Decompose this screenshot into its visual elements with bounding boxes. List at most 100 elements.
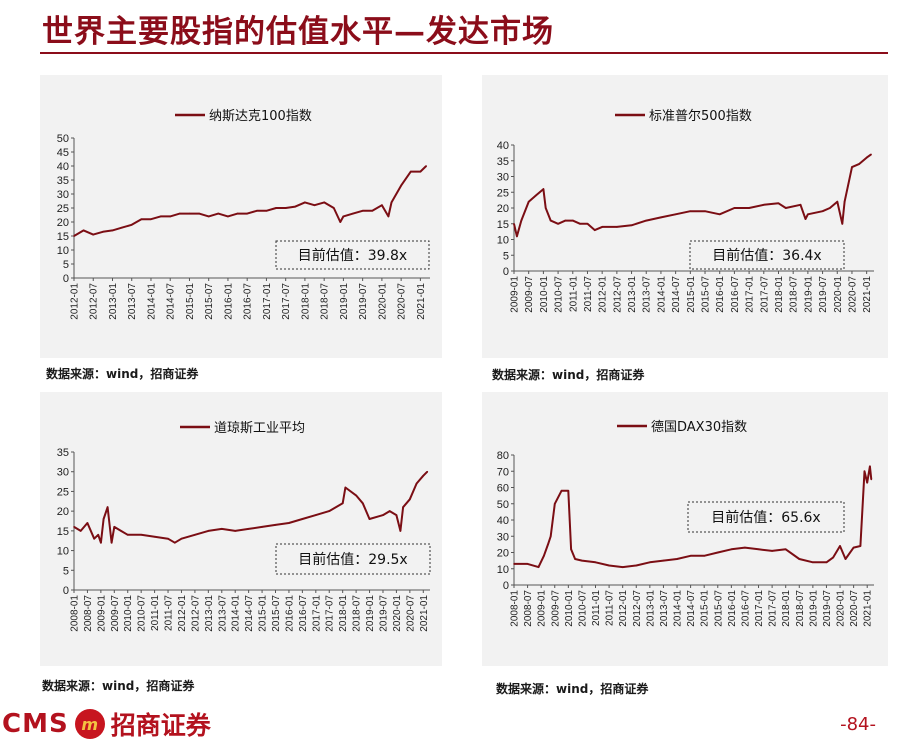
logo-company-name: 招商证券 [110, 711, 211, 740]
data-point [387, 215, 390, 218]
data-point [520, 219, 523, 222]
x-tick-label: 2012-01 [70, 283, 81, 320]
data-point [261, 526, 263, 528]
y-tick-label: 25 [497, 187, 509, 199]
x-tick-label: 2016-01 [223, 283, 234, 320]
page-title: 世界主要股指的估值水平—发达市场 [42, 14, 554, 50]
x-tick-label: 2012-07 [612, 276, 623, 313]
data-point [547, 543, 549, 546]
x-tick-label: 2009-01 [510, 276, 521, 313]
data-point [207, 530, 210, 532]
x-tick-label: 2015-07 [204, 283, 215, 320]
data-point [513, 223, 515, 225]
data-point [169, 215, 171, 218]
data-point [549, 219, 552, 222]
x-tick-label: 2017-07 [325, 595, 336, 632]
data-point [79, 530, 82, 532]
annotation-label: 目前估值：29.5x [298, 551, 407, 568]
x-tick-label: 2014-07 [166, 283, 177, 320]
x-tick-label: 2018-07 [789, 276, 800, 313]
data-point [784, 548, 787, 551]
data-point [121, 226, 123, 229]
x-tick-label: 2016-07 [740, 590, 751, 627]
data-point [608, 564, 610, 567]
page-number: -84- [840, 714, 876, 735]
x-tick-label: 2017-01 [745, 276, 756, 313]
x-tick-label: 2010-07 [577, 590, 588, 627]
y-tick-label: 40 [57, 161, 69, 173]
x-tick-label: 2012-07 [190, 595, 201, 632]
x-tick-label: 2020-07 [849, 590, 860, 627]
annotation-label: 目前估值：36.4x [712, 247, 821, 264]
x-tick-label: 2019-07 [358, 283, 369, 320]
x-tick-label: 2017-01 [754, 590, 765, 627]
data-point [113, 526, 116, 528]
data-point [97, 534, 99, 536]
data-point [167, 537, 169, 540]
data-point [207, 215, 210, 218]
series-line-sp500 [513, 153, 872, 238]
data-point [174, 541, 176, 544]
data-point [288, 522, 290, 524]
data-point [689, 210, 692, 212]
data-point [771, 550, 773, 552]
data-point [120, 530, 122, 532]
x-tick-label: 2013-01 [645, 590, 656, 627]
x-tick-label: 2019-01 [339, 283, 350, 320]
x-tick-label: 2011-07 [583, 276, 594, 312]
data-point [635, 564, 638, 567]
y-tick-label: 35 [497, 156, 509, 168]
y-tick-label: 15 [497, 219, 509, 231]
data-point [798, 558, 801, 560]
series-line-dow [73, 470, 429, 544]
y-tick-label: 45 [57, 147, 69, 159]
x-tick-label: 2018-07 [795, 590, 806, 627]
x-tick-label: 2010-01 [123, 595, 134, 632]
data-point [361, 210, 364, 212]
data-point [785, 207, 787, 209]
company-logo: CMS m 招商证券 [2, 706, 211, 742]
y-tick-label: 10 [497, 564, 509, 576]
y-tick-label: 25 [57, 203, 69, 215]
data-point [102, 231, 104, 233]
x-tick-label: 2020-01 [833, 276, 844, 313]
x-tick-label: 2014-01 [656, 276, 667, 313]
x-tick-label: 2008-01 [70, 595, 81, 632]
y-tick-label: 20 [57, 506, 69, 518]
x-tick-label: 2013-07 [642, 276, 653, 313]
data-point [342, 215, 345, 218]
logo-cms-text: CMS [2, 709, 69, 739]
x-tick-label: 2020-01 [392, 595, 403, 632]
data-point [804, 218, 807, 220]
x-tick-label: 2016-01 [727, 590, 738, 627]
data-point [662, 559, 665, 562]
data-point [256, 210, 258, 212]
chart-panel-nasdaq: 0 5 10 15 20 25 30 35 40 45 50 2012-01 2012-07 2013-0… [40, 75, 442, 358]
x-tick-label: 2018-01 [781, 590, 792, 627]
x-tick-label: 2014-01 [673, 590, 684, 627]
data-point [748, 207, 750, 209]
x-tick-label: 2021-01 [416, 283, 427, 320]
data-point [560, 490, 563, 492]
chart-panel-dax: 0 10 20 30 40 50 60 70 80 2008-01 2008-07 2009-01 20… [482, 392, 888, 666]
x-tick-label: 2021-01 [863, 590, 874, 627]
data-point [574, 558, 576, 560]
y-tick-label: 10 [57, 546, 69, 558]
y-tick-label: 0 [503, 580, 509, 592]
chart-svg-nasdaq: 0 5 10 15 20 25 30 35 40 45 50 2012-01 2012-07 2013-0… [57, 109, 430, 320]
data-point [110, 541, 113, 544]
data-point [859, 545, 862, 547]
x-tick-label: 2013-01 [108, 283, 119, 320]
data-point [836, 200, 839, 203]
data-point [549, 535, 552, 538]
x-tick-label: 2010-07 [137, 595, 148, 632]
data-point [341, 502, 344, 505]
data-point [703, 555, 705, 557]
data-point [339, 221, 342, 223]
data-point [344, 486, 347, 489]
data-point [777, 202, 780, 205]
data-point [236, 212, 239, 215]
data-point [126, 534, 129, 536]
x-tick-label: 2016-07 [730, 276, 741, 313]
